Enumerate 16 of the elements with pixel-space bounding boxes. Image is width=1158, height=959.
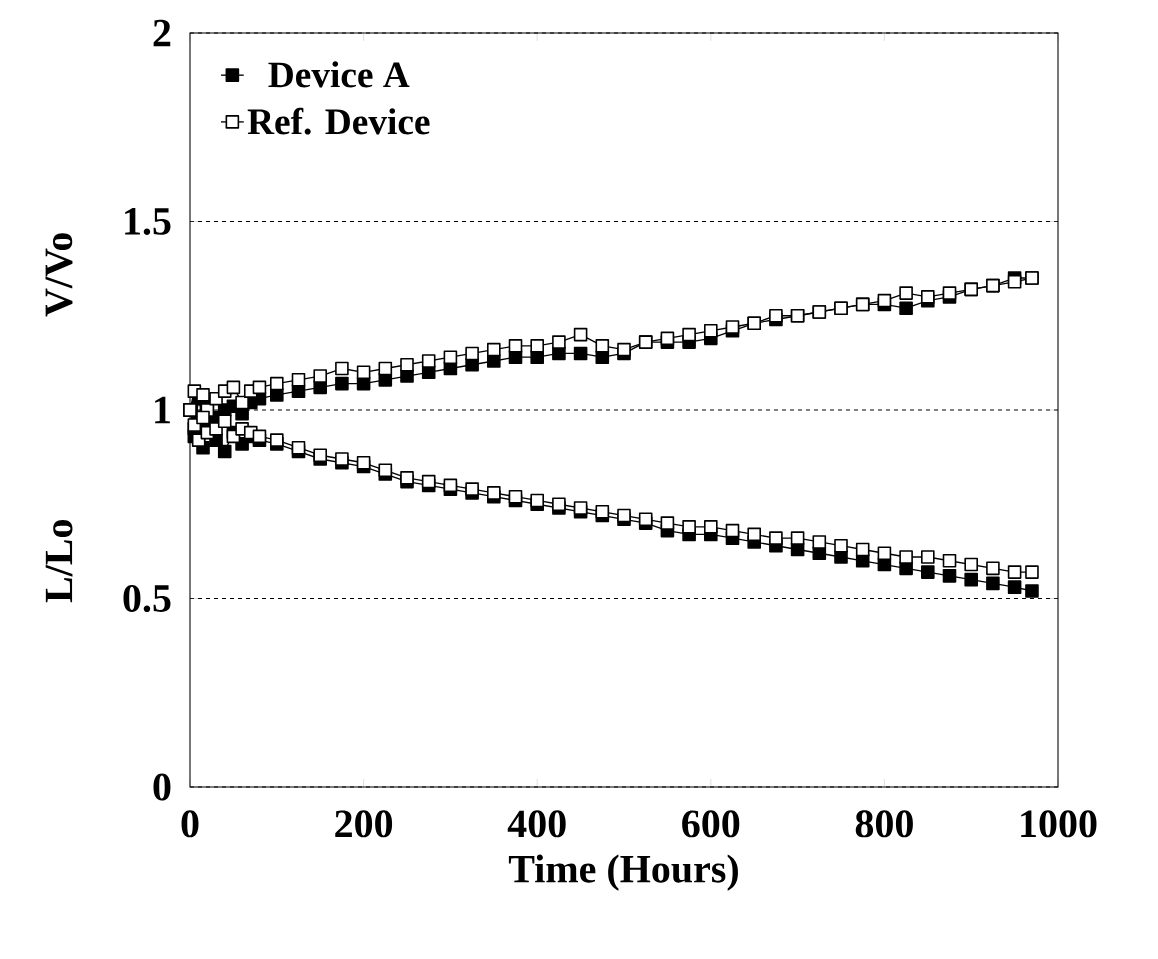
legend-label: Ref. Device: [247, 107, 430, 135]
x-tick-label: 400: [507, 810, 566, 838]
y-axis-title: V/Vo: [45, 233, 73, 317]
y-tick-label: 0.5: [123, 584, 171, 613]
x-tick-label: 200: [335, 810, 393, 838]
x-axis-title: Time (Hours): [508, 854, 738, 891]
text: L/Lo: [45, 520, 73, 603]
legend-label: Device A: [268, 61, 410, 88]
x-tick-label: 600: [682, 810, 740, 838]
y-tick-label: 0: [153, 773, 171, 801]
x-tick-label: 800: [855, 810, 913, 838]
y-tick-label: 2: [153, 19, 171, 47]
x-tick-label: 0: [181, 810, 199, 838]
y-tick-label: 1: [155, 396, 170, 424]
y-tick-label: 1.5: [125, 207, 171, 235]
x-tick-label: 1000: [1021, 810, 1097, 838]
